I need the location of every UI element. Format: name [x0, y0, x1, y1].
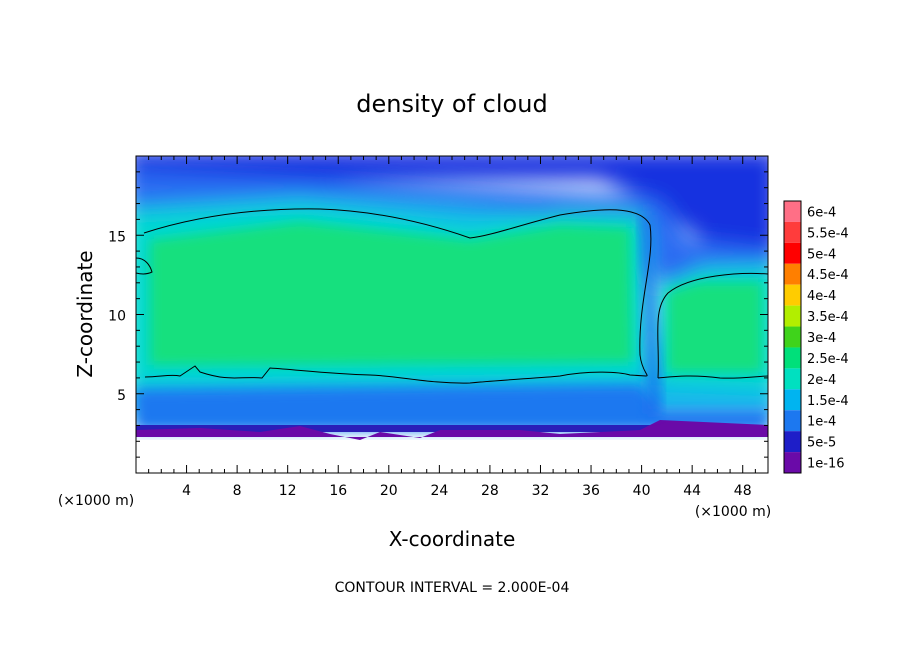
colorbar-label: 4.5e-4 — [807, 268, 849, 283]
colorbar-frame — [783, 200, 802, 474]
x-tick-label: 20 — [380, 483, 398, 499]
field-green-left — [150, 222, 632, 365]
x-tick-label: 8 — [233, 483, 242, 499]
colorbar-label: 5e-5 — [807, 436, 836, 451]
x-tick-label: 24 — [430, 483, 448, 499]
colorbar-swatch — [784, 389, 801, 411]
colorbar-swatch — [784, 347, 801, 369]
colorbar-label: 2e-4 — [807, 373, 836, 388]
contour-left-cell — [143, 208, 652, 384]
field-base-purple — [136, 420, 768, 440]
y-axis-label: Z-coordinate — [73, 250, 97, 377]
colorbar-label: 4e-4 — [807, 289, 836, 304]
contour-lines — [135, 208, 769, 384]
colorbar-swatch — [784, 368, 801, 390]
field-upper-dark — [136, 156, 768, 293]
x-tick-label: 32 — [532, 483, 550, 499]
field-green-right — [668, 282, 762, 372]
field-lower-band — [136, 385, 768, 430]
colorbar-label: 5.5e-4 — [807, 226, 849, 241]
y-tick-label: 10 — [108, 309, 126, 325]
colorbar-swatch — [784, 221, 801, 243]
field-updraft-column — [640, 215, 662, 415]
colorbar-swatch — [784, 431, 801, 453]
x-tick-label: 28 — [481, 483, 499, 499]
y-ticks: 5 10 15 — [108, 171, 768, 458]
x-axis-label: X-coordinate — [389, 527, 516, 551]
colorbar-label: 3e-4 — [807, 331, 836, 346]
colorbar-label: 6e-4 — [807, 205, 836, 220]
colorbar-label: 1e-16 — [807, 457, 845, 472]
colorbar-label: 1.5e-4 — [807, 394, 849, 409]
y-tick-label: 5 — [117, 388, 126, 404]
x-unit-left: (×1000 m) — [58, 493, 134, 509]
colorbar-swatch — [784, 284, 801, 306]
colorbar-swatch — [784, 263, 801, 285]
colorbar: 6e-4 5.5e-4 5e-4 4.5e-4 4e-4 3.5e-4 3e-4 2.5e-4… — [783, 200, 849, 474]
colorbar-swatch — [784, 452, 801, 473]
colorbar-swatch — [784, 305, 801, 327]
colorbar-label: 2.5e-4 — [807, 352, 849, 367]
contour-interval-note: CONTOUR INTERVAL = 2.000E-04 — [335, 580, 570, 596]
contour-small-left — [135, 257, 153, 275]
x-tick-label: 4 — [182, 483, 191, 499]
colorbar-label: 1e-4 — [807, 415, 836, 430]
x-tick-label: 40 — [633, 483, 651, 499]
x-unit-right: (×1000 m) — [695, 504, 771, 520]
field-below-base — [136, 440, 768, 473]
colorbar-swatch — [784, 242, 801, 264]
colorbar-swatch — [784, 326, 801, 348]
y-tick-label: 15 — [108, 229, 126, 245]
x-tick-label: 16 — [329, 483, 347, 499]
x-ticks: 4 8 12 16 20 24 28 32 36 40 44 48 — [148, 156, 756, 499]
x-tick-label: 48 — [734, 483, 752, 499]
colorbar-swatch — [784, 410, 801, 432]
colorbar-label: 5e-4 — [807, 247, 836, 262]
colorbar-swatch — [784, 201, 801, 222]
chart-title: density of cloud — [356, 90, 547, 118]
x-tick-label: 12 — [279, 483, 297, 499]
x-tick-label: 36 — [582, 483, 600, 499]
colorbar-label: 3.5e-4 — [807, 310, 849, 325]
density-field — [136, 156, 768, 473]
x-tick-label: 44 — [683, 483, 701, 499]
contour-right-cell — [657, 272, 769, 379]
